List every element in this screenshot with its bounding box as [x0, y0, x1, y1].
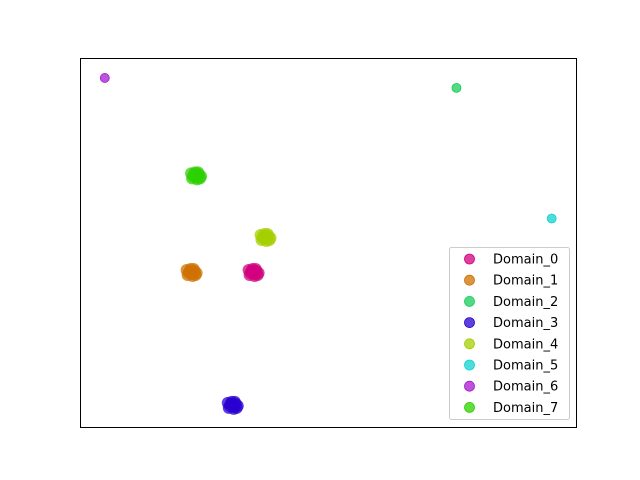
- legend-label: Domain_7: [493, 401, 558, 416]
- legend-marker: [464, 253, 475, 265]
- cluster-domain-0: [242, 263, 265, 283]
- legend-label: Domain_4: [493, 337, 558, 352]
- legend-label: Domain_5: [493, 359, 558, 374]
- legend-marker: [464, 380, 475, 392]
- point: [260, 234, 273, 247]
- cluster-domain-7: [185, 166, 208, 186]
- points-layer: [99, 73, 557, 415]
- legend-label: Domain_6: [493, 380, 558, 395]
- plot-frame: [80, 58, 577, 428]
- legend-label: Domain_0: [493, 253, 558, 268]
- point-domain-5: [546, 213, 557, 224]
- cluster-domain-3: [221, 395, 244, 415]
- cluster-domain-4: [254, 227, 277, 247]
- legend-label: Domain_2: [493, 295, 558, 310]
- point: [248, 270, 261, 283]
- point: [191, 173, 204, 186]
- point: [227, 402, 240, 415]
- legend-marker: [464, 338, 475, 350]
- legend-box: [449, 247, 570, 420]
- legend-label: Domain_3: [493, 316, 558, 331]
- legend-marker: [464, 359, 475, 371]
- point-domain-2: [451, 82, 462, 93]
- legend-label: Domain_1: [493, 274, 558, 289]
- legend-marker: [464, 295, 475, 307]
- legend-marker: [464, 317, 475, 329]
- cluster-domain-1: [180, 263, 203, 283]
- point-domain-6: [99, 73, 110, 83]
- point: [186, 270, 199, 283]
- legend: Domain_0 Domain_1 Domain_2 Domain_3 Domain_4…: [449, 247, 570, 420]
- legend-marker: [464, 274, 475, 286]
- legend-marker: [464, 401, 475, 413]
